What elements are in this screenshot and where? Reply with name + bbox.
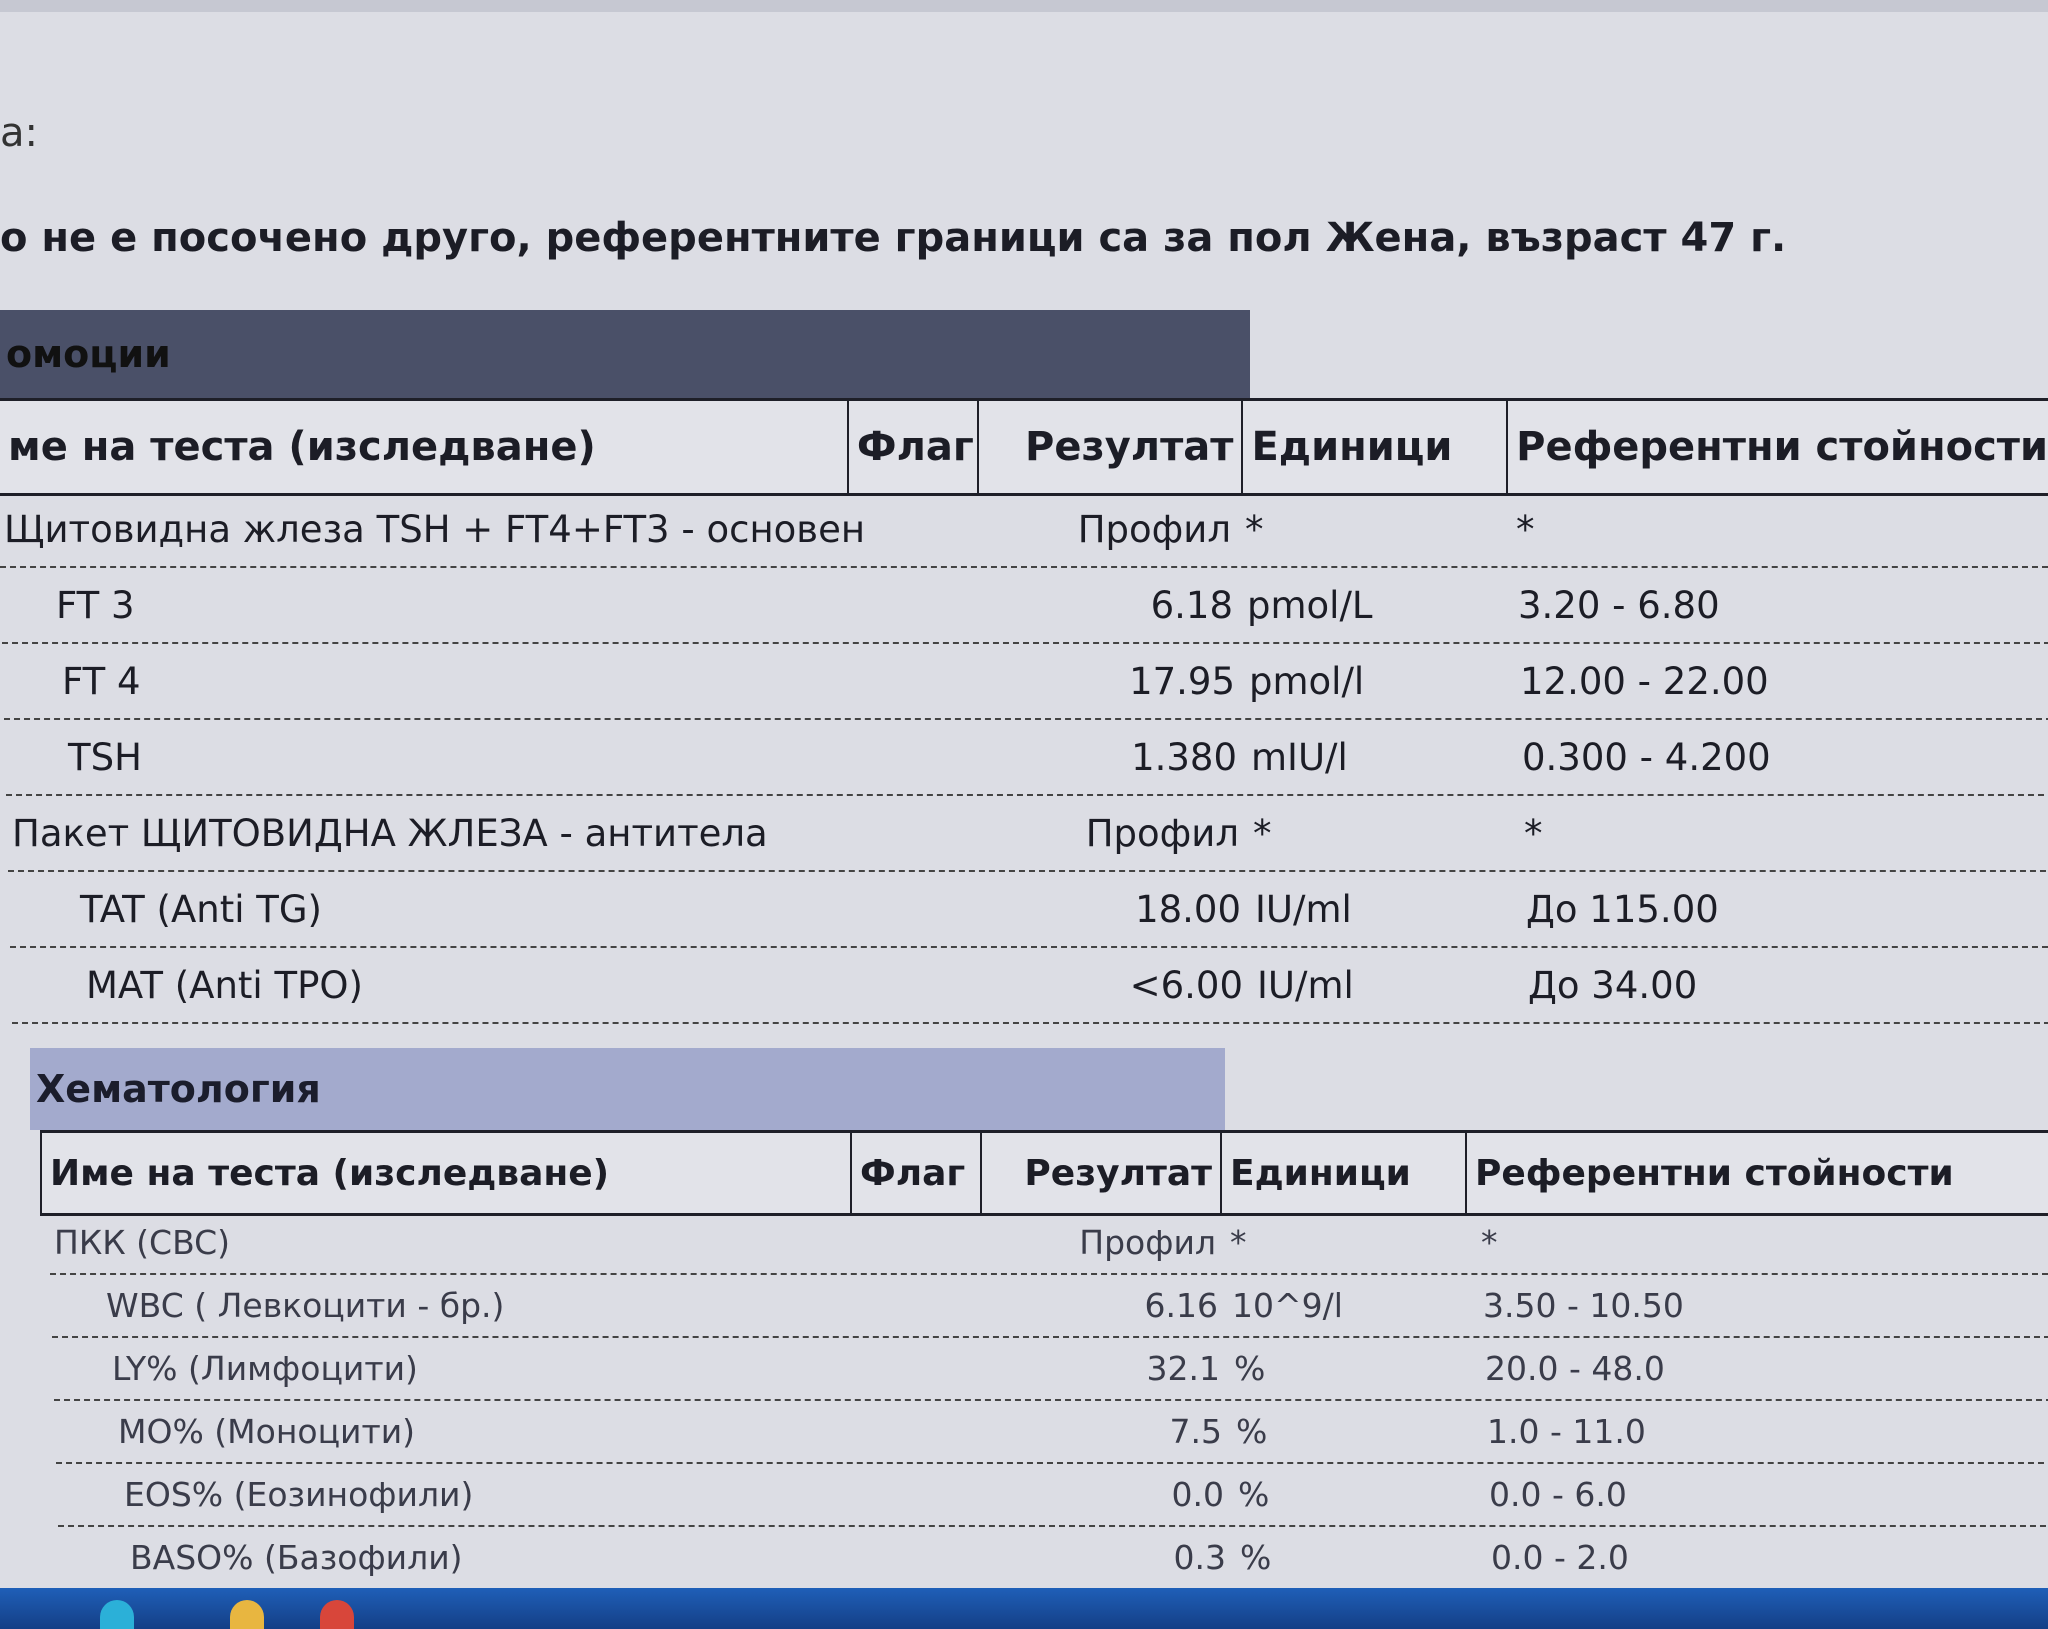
table-row: LY% (Лимфоцити) 32.1% 20.0 - 48.0 <box>54 1338 2048 1401</box>
table-row: ПКК (CBC) Профил * * <box>50 1212 2048 1275</box>
col-reference-header: Референтни стойности <box>1516 424 2048 470</box>
result-cell: Профил <box>1079 1223 1216 1262</box>
reference-cell: * <box>1481 1223 1498 1262</box>
test-name: BASO% (Базофили) <box>130 1538 463 1577</box>
test-name: LY% (Лимфоцити) <box>112 1349 418 1388</box>
col-reference-header: Референтни стойности <box>1475 1152 1954 1194</box>
result-cell: 17.95 <box>1129 659 1235 703</box>
test-name: FT 4 <box>62 659 141 703</box>
units-cell: * <box>1245 507 1264 551</box>
app-icon[interactable] <box>320 1600 354 1629</box>
test-name: MAT (Anti TPO) <box>86 963 363 1007</box>
test-name: FT 3 <box>56 583 135 627</box>
col-flag-header: Флаг <box>849 401 979 493</box>
reference-cell: До 34.00 <box>1528 963 1698 1007</box>
col-flag-header: Флаг <box>852 1133 982 1213</box>
table-row: TAT (Anti TG) 18.00 IU/ml До 115.00 <box>10 872 2048 948</box>
section-title: омоции <box>6 332 171 376</box>
units-cell: pmol/l <box>1249 659 1365 703</box>
table-header: Име на теста (изследване) Флаг Резултат … <box>40 1130 2048 1216</box>
reference-cell: 0.0 - 2.0 <box>1491 1538 1629 1577</box>
taskbar <box>0 1588 2048 1629</box>
result-cell: Профил <box>1077 507 1231 551</box>
folder-icon[interactable] <box>230 1600 264 1629</box>
result-cell: 6.18 <box>1150 583 1233 627</box>
units-cell: % <box>1238 1475 1270 1514</box>
browser-icon[interactable] <box>100 1600 134 1629</box>
section-header-hematology: Хематология <box>30 1048 1225 1130</box>
col-units-header: Единици <box>1243 401 1509 493</box>
col-result-header: Резултат <box>982 1133 1222 1213</box>
reference-cell: 0.300 - 4.200 <box>1522 735 1771 779</box>
section-title: Хематология <box>36 1067 321 1111</box>
result-cell: 32.1 <box>1146 1349 1220 1388</box>
reference-cell: 0.0 - 6.0 <box>1489 1475 1627 1514</box>
table-row: FT 3 6.18 pmol/L 3.20 - 6.80 <box>2 568 2048 644</box>
test-name: Щитовидна жлеза TSH + FT4+FT3 - основен <box>4 507 866 551</box>
table-row: FT 4 17.95 pmol/l 12.00 - 22.00 <box>4 644 2048 720</box>
reference-cell: 3.50 - 10.50 <box>1483 1286 1684 1325</box>
reference-cell: 1.0 - 11.0 <box>1487 1412 1646 1451</box>
test-name: EOS% (Еозинофили) <box>124 1475 474 1514</box>
units-cell: IU/ml <box>1255 887 1352 931</box>
table-row: WBC ( Левкоцити - бр.) 6.16 10^9/l 3.50 - 1… <box>52 1275 2048 1338</box>
reference-note: о не е посочено друго, референтните гран… <box>0 215 1787 261</box>
table-row: Щитовидна жлеза TSH + FT4+FT3 - основен П… <box>0 492 2048 568</box>
table-row: EOS% (Еозинофили) 0.0% 0.0 - 6.0 <box>58 1464 2048 1527</box>
reference-cell: * <box>1524 811 1543 855</box>
window-top-edge <box>0 0 2048 12</box>
reference-cell: 3.20 - 6.80 <box>1518 583 1720 627</box>
test-name: MO% (Моноцити) <box>118 1412 416 1451</box>
result-cell: Профил <box>1085 811 1239 855</box>
table-row: BASO% (Базофили) 0.3% 0.0 - 2.0 <box>60 1527 2048 1590</box>
test-name: WBC ( Левкоцити - бр.) <box>106 1286 505 1325</box>
result-cell: 7.5 <box>1169 1412 1222 1451</box>
col-name-header: Име на теста (изследване) <box>42 1133 852 1213</box>
units-cell: IU/ml <box>1257 963 1354 1007</box>
result-cell: 18.00 <box>1135 887 1241 931</box>
reference-cell: 12.00 - 22.00 <box>1520 659 1769 703</box>
col-name-header: ме на теста (изследване) <box>0 401 849 493</box>
test-name: TSH <box>68 735 142 779</box>
reference-cell: До 115.00 <box>1526 887 1719 931</box>
field-label-fragment: а: <box>0 110 38 156</box>
result-cell: <6.00 <box>1129 963 1243 1007</box>
table-row: TSH 1.380 mIU/l 0.300 - 4.200 <box>6 720 2048 796</box>
reference-cell: * <box>1516 507 1535 551</box>
units-cell: 10^9/l <box>1232 1286 1343 1325</box>
table-row: MAT (Anti TPO) <6.00 IU/ml До 34.00 <box>12 948 2048 1024</box>
table-row: MO% (Моноцити) 7.5% 1.0 - 11.0 <box>56 1401 2048 1464</box>
result-cell: 0.0 <box>1171 1475 1224 1514</box>
units-cell: % <box>1236 1412 1268 1451</box>
test-name: Пакет ЩИТОВИДНА ЖЛЕЗА - антитела <box>12 811 768 855</box>
result-cell: 6.16 <box>1144 1286 1218 1325</box>
reference-cell: 20.0 - 48.0 <box>1485 1349 1665 1388</box>
units-cell: * <box>1253 811 1272 855</box>
result-cell: 0.3 <box>1173 1538 1226 1577</box>
table-row: Пакет ЩИТОВИДНА ЖЛЕЗА - антитела Профил * * <box>8 796 2048 872</box>
test-name: TAT (Anti TG) <box>80 887 322 931</box>
result-cell: 1.380 <box>1131 735 1237 779</box>
test-name: ПКК (CBC) <box>54 1223 231 1262</box>
table-header: ме на теста (изследване) Флаг Резултат Е… <box>0 398 2048 496</box>
units-cell: * <box>1230 1223 1247 1262</box>
units-cell: % <box>1234 1349 1266 1388</box>
col-result-header: Резултат <box>979 401 1244 493</box>
section-header-hormones: омоции <box>0 310 1250 398</box>
units-cell: % <box>1240 1538 1272 1577</box>
units-cell: pmol/L <box>1247 583 1373 627</box>
col-units-header: Единици <box>1222 1133 1467 1213</box>
units-cell: mIU/l <box>1251 735 1348 779</box>
